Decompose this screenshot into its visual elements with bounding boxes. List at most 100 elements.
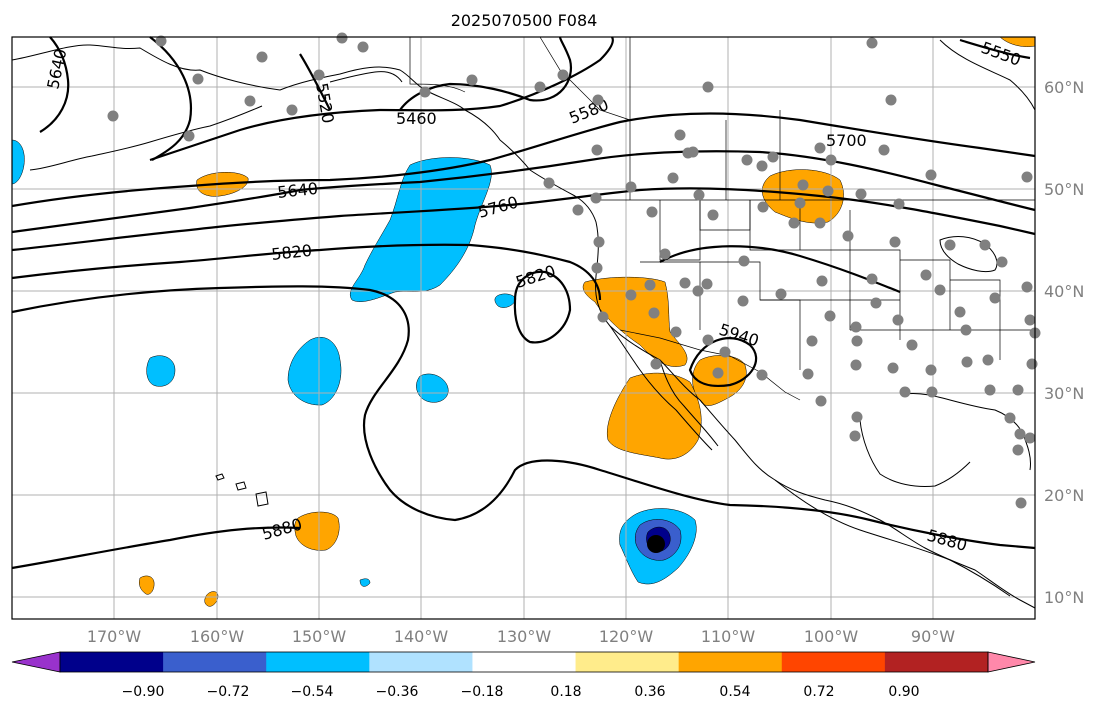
negative-anomaly-area <box>287 336 342 406</box>
lon-label: 140°W <box>394 627 449 646</box>
station-dot <box>644 279 656 291</box>
station-dot <box>814 217 826 229</box>
latitude-labels: 60°N 50°N 40°N 30°N 20°N 10°N <box>1044 78 1084 607</box>
colorbar-segment <box>575 652 680 672</box>
station-dot <box>756 369 768 381</box>
height-contours <box>11 36 1036 570</box>
station-dot <box>670 326 682 338</box>
station-dot <box>557 69 569 81</box>
positive-anomaly-area <box>204 591 219 607</box>
station-dot <box>926 386 938 398</box>
station-dot <box>842 230 854 242</box>
station-dot <box>885 94 897 106</box>
station-dot <box>906 339 918 351</box>
station-dot <box>702 81 714 93</box>
station-dot <box>286 104 298 116</box>
station-dot <box>767 151 779 163</box>
station-dot <box>543 177 555 189</box>
lat-label: 20°N <box>1044 486 1084 505</box>
station-dot <box>944 239 956 251</box>
station-dot <box>934 284 946 296</box>
station-dot <box>855 188 867 200</box>
station-dot <box>816 275 828 287</box>
station-dot <box>802 368 814 380</box>
colorbar-tick-label: 0.54 <box>719 684 750 700</box>
political-borders <box>409 36 1035 401</box>
station-dot <box>775 288 787 300</box>
colorbar-tick-labels: −0.90 −0.72 −0.54 −0.36 −0.18 0.18 0.36 … <box>122 684 920 700</box>
negative-anomaly-area <box>11 139 25 185</box>
station-dot <box>814 142 826 154</box>
station-dot <box>899 386 911 398</box>
colorbar-tick-label: 0.90 <box>888 684 919 700</box>
colorbar-segment <box>369 652 473 672</box>
positive-anomaly-area <box>139 575 155 595</box>
station-dot <box>572 204 584 216</box>
colorbar-segment <box>781 652 886 672</box>
lat-label: 60°N <box>1044 78 1084 97</box>
negative-anomaly-area <box>494 293 517 308</box>
lon-label: 170°W <box>87 627 142 646</box>
lon-label: 160°W <box>190 627 245 646</box>
lon-label: 130°W <box>497 627 552 646</box>
station-dot <box>244 95 256 107</box>
colorbar-segment <box>472 652 577 672</box>
station-dot <box>336 32 348 44</box>
station-dot <box>850 321 862 333</box>
station-dot <box>866 273 878 285</box>
colorbar-tick-label: 0.72 <box>803 684 834 700</box>
station-dot <box>960 324 972 336</box>
colorbar <box>11 651 1036 673</box>
station-dot <box>737 295 749 307</box>
station-dot <box>313 69 325 81</box>
colorbar-segment <box>884 652 989 672</box>
station-dot <box>961 356 973 368</box>
station-dot <box>794 197 806 209</box>
coastlines <box>11 39 1036 609</box>
station-dot <box>256 51 268 63</box>
station-dot <box>851 411 863 423</box>
storm-center-marker <box>647 535 665 553</box>
positive-anomaly-area <box>582 276 688 367</box>
station-dot <box>982 354 994 366</box>
colorbar-segment <box>987 651 1036 673</box>
station-dot <box>679 277 691 289</box>
lon-label: 100°W <box>804 627 859 646</box>
station-dot <box>1021 171 1033 183</box>
station-dot <box>851 335 863 347</box>
station-dot <box>192 73 204 85</box>
colorbar-frame <box>59 651 989 673</box>
station-dot <box>693 189 705 201</box>
positive-anomaly-area <box>606 372 702 460</box>
station-dot <box>788 217 800 229</box>
station-dot <box>712 367 724 379</box>
negative-anomaly-area <box>416 373 449 403</box>
station-dot <box>707 209 719 221</box>
station-dot <box>1024 432 1036 444</box>
station-dot <box>155 35 167 47</box>
station-dot <box>806 335 818 347</box>
station-dot <box>1014 428 1026 440</box>
station-dot <box>1021 281 1033 293</box>
station-dot <box>1026 358 1038 370</box>
station-dot <box>1012 444 1024 456</box>
contour-label: 5820 <box>270 241 312 264</box>
station-dot <box>692 285 704 297</box>
station-dot <box>687 146 699 158</box>
station-dot <box>667 172 679 184</box>
station-dot <box>889 236 901 248</box>
station-dot <box>756 160 768 172</box>
station-dot <box>954 306 966 318</box>
station-markers <box>107 32 1041 509</box>
station-dot <box>850 359 862 371</box>
lat-label: 10°N <box>1044 588 1084 607</box>
station-dot <box>719 346 731 358</box>
station-dot <box>870 297 882 309</box>
station-dot <box>534 81 546 93</box>
positive-anomaly-area <box>294 511 340 551</box>
station-dot <box>674 129 686 141</box>
lat-label: 50°N <box>1044 180 1084 199</box>
negative-anomaly-area <box>146 355 176 387</box>
station-dot <box>1015 497 1027 509</box>
